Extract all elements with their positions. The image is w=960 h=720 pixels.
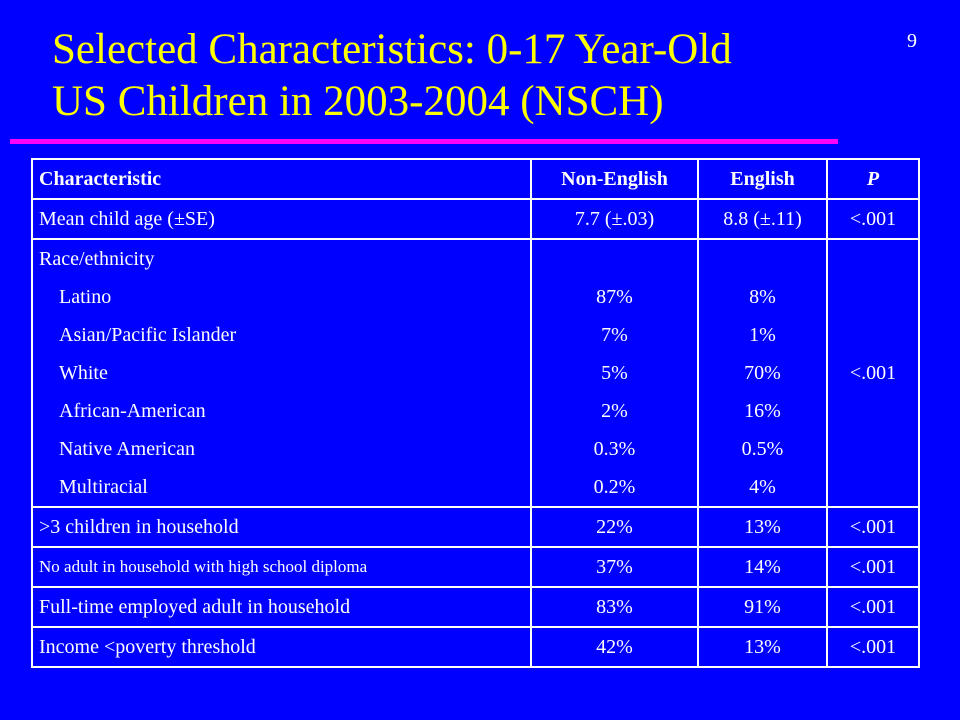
race-english-value: 16% <box>744 400 781 422</box>
race-english-value: 70% <box>744 362 781 384</box>
row-non-english: 83% <box>530 586 699 628</box>
race-english-value: 4% <box>749 476 776 498</box>
race-group-name: White <box>59 362 108 384</box>
title-line-1: Selected Characteristics: 0-17 Year-Old <box>52 26 732 73</box>
race-non-english-value: 0.2% <box>593 476 636 498</box>
row-english: 13% <box>697 506 828 548</box>
row-label: Mean child age (±SE) <box>31 198 532 240</box>
race-group-name: Asian/Pacific Islander <box>59 324 237 346</box>
race-non-english-value: 7% <box>601 324 628 346</box>
race-group-name: African-American <box>59 400 206 422</box>
slide-title: Selected Characteristics: 0-17 Year-Old … <box>52 24 872 128</box>
row-label: >3 children in household <box>31 506 532 548</box>
race-english-value: 0.5% <box>741 438 784 460</box>
row-p: <.001 <box>826 198 920 240</box>
race-non-english-value: 0.3% <box>593 438 636 460</box>
race-group-name: Latino <box>59 286 112 308</box>
race-group-name: Multiracial <box>59 476 148 498</box>
row-english: 91% <box>697 586 828 628</box>
row-label: Full-time employed adult in household <box>31 586 532 628</box>
table-row: No adult in household with high school d… <box>31 546 920 588</box>
header-non-english: Non-English <box>530 158 699 200</box>
row-label: Income <poverty threshold <box>31 626 532 668</box>
header-english: English <box>697 158 828 200</box>
race-english-value: 1% <box>749 324 776 346</box>
slide-number: 9 <box>907 30 917 52</box>
header-p: P <box>826 158 920 200</box>
row-p: <.001 <box>826 506 920 548</box>
race-p: <.001 <box>826 238 920 508</box>
table-row: Income <poverty threshold 42% 13% <.001 <box>31 626 920 668</box>
table-row: Full-time employed adult in household 83… <box>31 586 920 628</box>
row-english: 13% <box>697 626 828 668</box>
race-non-english: 87% 7% 5% 2% 0.3% 0.2% <box>530 238 699 508</box>
header-characteristic: Characteristic <box>31 158 532 200</box>
race-english: 8% 1% 70% 16% 0.5% 4% <box>697 238 828 508</box>
race-label: Race/ethnicity <box>39 248 155 270</box>
race-ethnicity-row: Race/ethnicity Latino Asian/Pacific Isla… <box>31 238 920 508</box>
race-labels: Race/ethnicity Latino Asian/Pacific Isla… <box>31 238 532 508</box>
title-underline <box>10 139 838 144</box>
row-non-english: 42% <box>530 626 699 668</box>
row-non-english: 37% <box>530 546 699 588</box>
race-english-value: 8% <box>749 286 776 308</box>
row-label: No adult in household with high school d… <box>31 546 532 588</box>
table-row: Mean child age (±SE) 7.7 (±.03) 8.8 (±.1… <box>31 198 920 240</box>
race-p-value: <.001 <box>849 362 897 384</box>
race-group-name: Native American <box>59 438 196 460</box>
row-p: <.001 <box>826 586 920 628</box>
row-p: <.001 <box>826 546 920 588</box>
title-line-2: US Children in 2003-2004 (NSCH) <box>52 78 664 125</box>
race-non-english-value: 5% <box>601 362 628 384</box>
row-english: 14% <box>697 546 828 588</box>
table-row: >3 children in household 22% 13% <.001 <box>31 506 920 548</box>
characteristics-table: Characteristic Non-English English P Mea… <box>31 158 920 668</box>
race-non-english-value: 2% <box>601 400 628 422</box>
row-non-english: 22% <box>530 506 699 548</box>
row-non-english: 7.7 (±.03) <box>530 198 699 240</box>
row-english: 8.8 (±.11) <box>697 198 828 240</box>
race-non-english-value: 87% <box>596 286 633 308</box>
table-header-row: Characteristic Non-English English P <box>31 158 920 200</box>
row-p: <.001 <box>826 626 920 668</box>
